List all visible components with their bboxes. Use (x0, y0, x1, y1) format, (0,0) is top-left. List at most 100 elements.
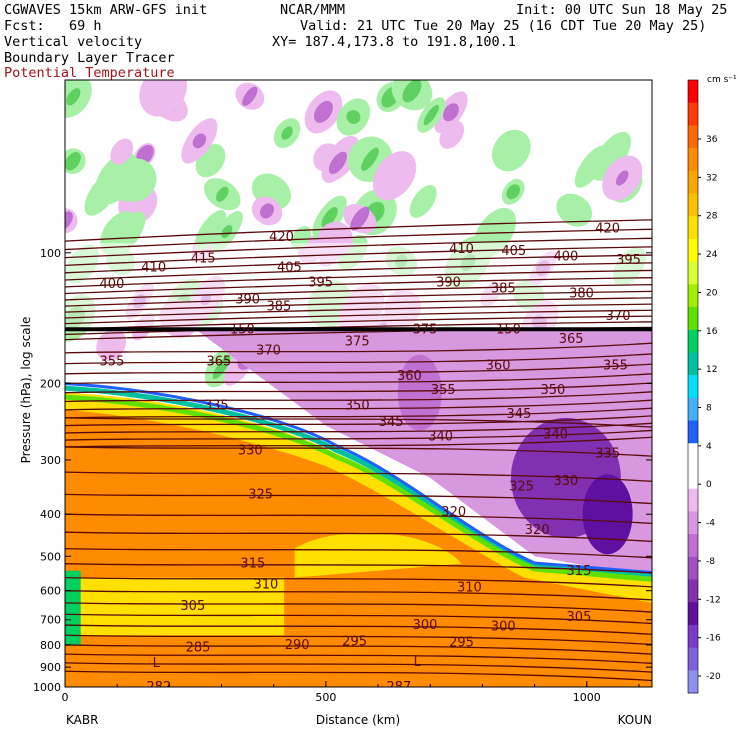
theta-line-lower (65, 531, 652, 543)
header-line1-left: CGWAVES 15km ARW-GFS init (4, 2, 208, 18)
theta-label: 400 (100, 277, 125, 292)
colorbar-tick-label: 24 (706, 250, 718, 260)
colorbar-tick-label: 20 (706, 288, 718, 298)
velocity-blob (409, 185, 437, 218)
theta-label: 355 (100, 355, 125, 370)
theta-label: 365 (207, 355, 232, 370)
velocity-blob (372, 151, 417, 201)
colorbar-swatch (688, 624, 698, 649)
header-line1-right: Init: 00 UTC Sun 18 May 25 (516, 2, 728, 18)
theta-label: 385 (491, 282, 516, 297)
x-tick-label: 0 (62, 691, 69, 704)
theta-line-lower (65, 644, 652, 655)
theta-line-lower (65, 590, 652, 601)
y-tick-label: 900 (40, 661, 61, 674)
theta-label: 395 (308, 275, 333, 290)
colorbar-frame (687, 79, 699, 694)
theta-label: 335 (204, 399, 229, 414)
colorbar-swatch (688, 488, 698, 512)
colorbar-swatch (688, 397, 698, 422)
velocity-blob-core (506, 184, 521, 200)
x-endpoint-left: KABR (66, 713, 98, 727)
velocity-blob-core (361, 147, 379, 171)
y-tick-label: 200 (40, 378, 61, 391)
y-tick-label: 100 (40, 247, 61, 260)
theta-line-lower (65, 547, 652, 559)
colorbar-tick-label: -20 (706, 672, 721, 682)
velocity-blob (139, 80, 187, 117)
theta-label: 415 (191, 251, 216, 266)
theta-label: 287 (387, 680, 412, 695)
colorbar-swatch (688, 352, 698, 376)
theta-line-lower (65, 613, 652, 625)
theta-label: 400 (553, 250, 578, 265)
y-tick-label: 700 (40, 614, 61, 627)
theta-line-lower (65, 662, 652, 673)
theta-line-upper (65, 219, 652, 242)
colorbar-swatch (688, 375, 698, 399)
theta-line-upper (65, 246, 652, 267)
theta-label: 150 (230, 322, 255, 337)
theta-label: 350 (540, 383, 565, 398)
velocity-blob-core (260, 203, 275, 219)
colorbar-swatch (688, 465, 698, 490)
colorbar-swatch (688, 443, 698, 467)
colorbar-swatch (688, 261, 698, 285)
theta-label: L (153, 656, 161, 671)
colorbar-swatch (688, 602, 698, 626)
header-line2-left: Fcst: 69 h (4, 18, 102, 34)
theta-label: 385 (267, 300, 292, 315)
theta-line-lower (65, 563, 652, 574)
velocity-blob-core (321, 206, 338, 228)
x-endpoint-right: KOUN (618, 713, 652, 727)
colorbar: 36 32 28 24 20 16 12 8 4 0 -4 -8 -12 -16 -20 (687, 79, 721, 694)
theta-line-upper (65, 269, 652, 288)
velocity-blob-core (242, 86, 258, 106)
velocity-blob-core (346, 110, 361, 124)
theta-line-mid (65, 415, 652, 427)
velocity-blob-core (65, 151, 81, 171)
header-line1-mid: NCAR/MMM (280, 2, 346, 18)
x-tick-label: 500 (315, 691, 336, 704)
theta-label: 370 (606, 309, 631, 324)
velocity-blob-core (281, 126, 293, 140)
header-line2-right: Valid: 21 UTC Tue 20 May 25 (16 CDT Tue … (300, 18, 707, 34)
colorbar-swatch (688, 329, 698, 353)
theta-line-lower (65, 602, 652, 613)
theta-label: 395 (616, 253, 641, 268)
theta-label: 330 (553, 474, 578, 489)
colorbar-tick-label: 36 (706, 135, 718, 145)
velocity-blob-core (215, 186, 229, 202)
theta-label: 305 (180, 599, 205, 614)
theta-line-mid (65, 436, 652, 448)
colorbar-swatch (688, 670, 698, 694)
theta-label: L (414, 655, 422, 670)
theta-label: 410 (141, 260, 166, 275)
theta-label: 305 (567, 610, 592, 625)
colorbar-swatch (688, 80, 698, 104)
colorbar-swatch (688, 102, 698, 126)
theta-line-lower (65, 513, 652, 525)
mid-level-yellow (294, 532, 462, 578)
velocity-blob (96, 328, 127, 361)
theta-label: 330 (238, 443, 263, 458)
y-tick-label: 600 (40, 585, 61, 598)
theta-line-mid (65, 382, 652, 394)
colorbar-tick-label: -16 (706, 634, 721, 644)
potential-temperature-contours: 420 420 415 410 410 405 405 400 400 395 395 390 390 3… (65, 219, 652, 695)
theta-label: 365 (559, 332, 584, 347)
theta-label: 340 (543, 427, 568, 442)
theta-label: 420 (269, 230, 294, 245)
theta-label: 340 (428, 430, 453, 445)
theta-line-upper (65, 290, 652, 307)
colorbar-swatch (688, 193, 698, 217)
velocity-blob (194, 210, 227, 251)
colorbar-swatch (688, 284, 698, 308)
colorbar-tick-label: 32 (706, 173, 717, 183)
subsidence-pocket (397, 354, 442, 431)
theta-line-upper (65, 315, 652, 330)
theta-label: 320 (525, 523, 550, 538)
header-line4-left: Boundary Layer Tracer (4, 50, 175, 66)
colorbar-swatch (688, 307, 698, 331)
theta-line-upper (65, 228, 652, 251)
